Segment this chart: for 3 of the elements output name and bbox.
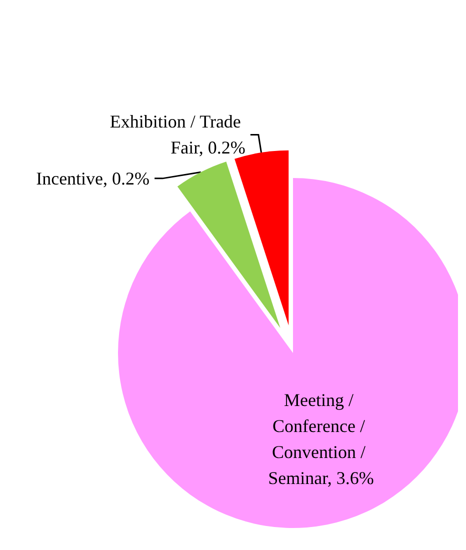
slice-label: Incentive, 0.2%: [36, 168, 150, 188]
slice-label: Meeting / Conference / Convention / Seminar, 3.6%: [268, 390, 374, 488]
slice-label: Exhibition / Trade Fair, 0.2%: [110, 112, 246, 158]
